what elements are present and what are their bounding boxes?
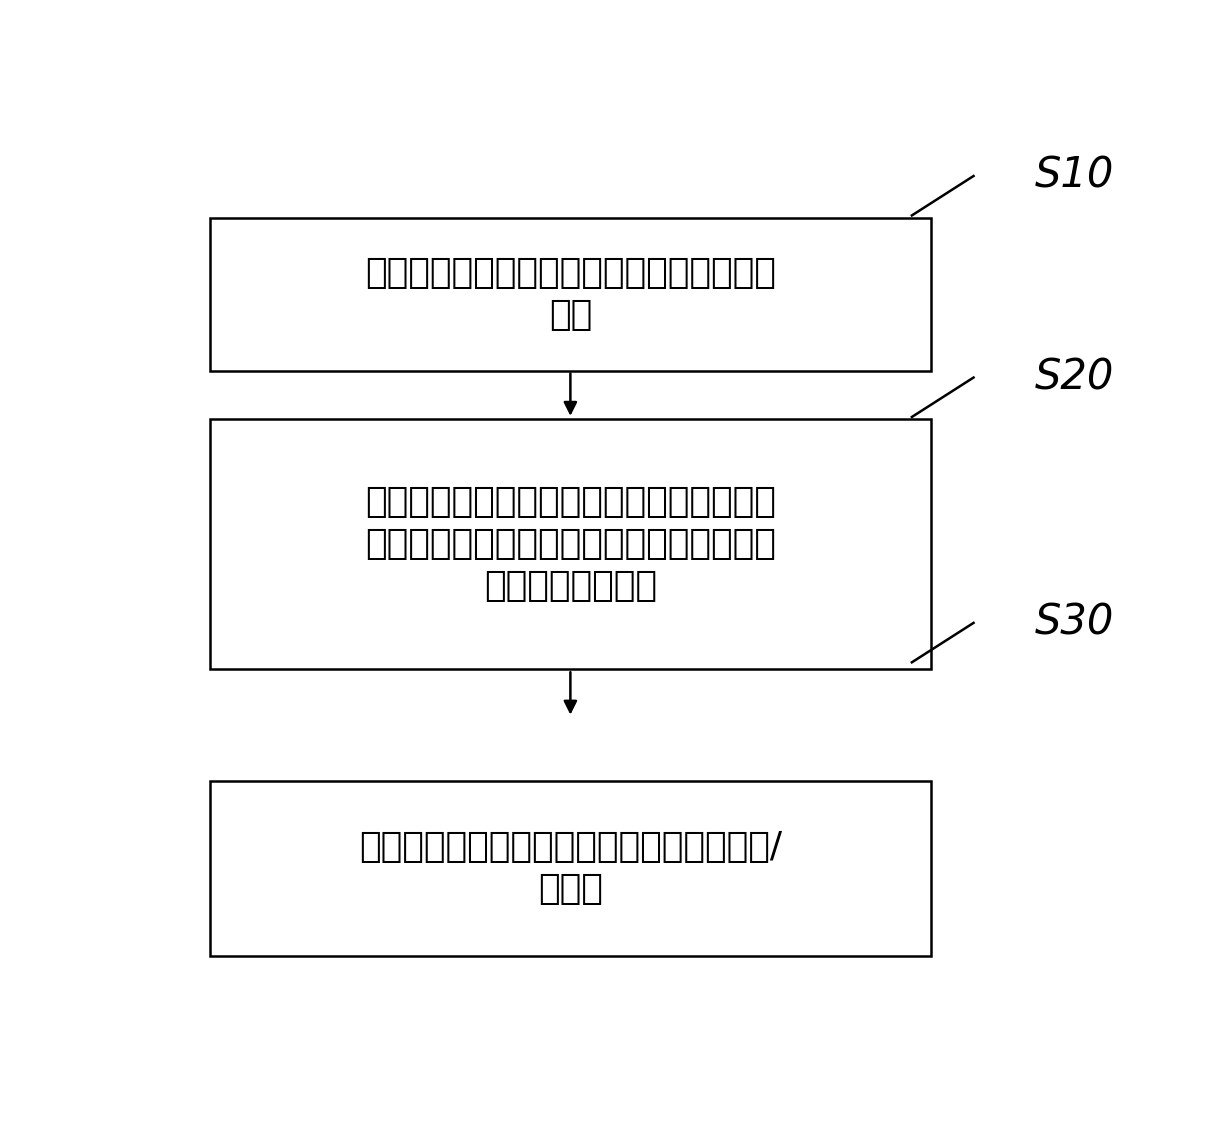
Text: 根据确定的剩余时间，控制空调器的开启和/: 根据确定的剩余时间，控制空调器的开启和/ (359, 831, 782, 864)
Text: 读取存储的历史数据中当前地理位置信息对: 读取存储的历史数据中当前地理位置信息对 (365, 485, 776, 519)
Text: 所对应的剩余时间: 所对应的剩余时间 (483, 569, 657, 603)
Bar (211, 781, 931, 956)
Text: 或运行: 或运行 (537, 872, 603, 906)
Text: S10: S10 (1036, 155, 1115, 197)
Text: S30: S30 (1036, 602, 1115, 644)
Text: 信息: 信息 (548, 298, 592, 332)
Text: S20: S20 (1036, 356, 1115, 398)
Bar (211, 419, 931, 669)
Text: 应的地理位置信息，并确定该地理位置信息: 应的地理位置信息，并确定该地理位置信息 (365, 527, 776, 561)
Text: 获取用户的当前地理位置信息和当前时间点: 获取用户的当前地理位置信息和当前时间点 (365, 256, 776, 290)
Bar (211, 217, 931, 371)
